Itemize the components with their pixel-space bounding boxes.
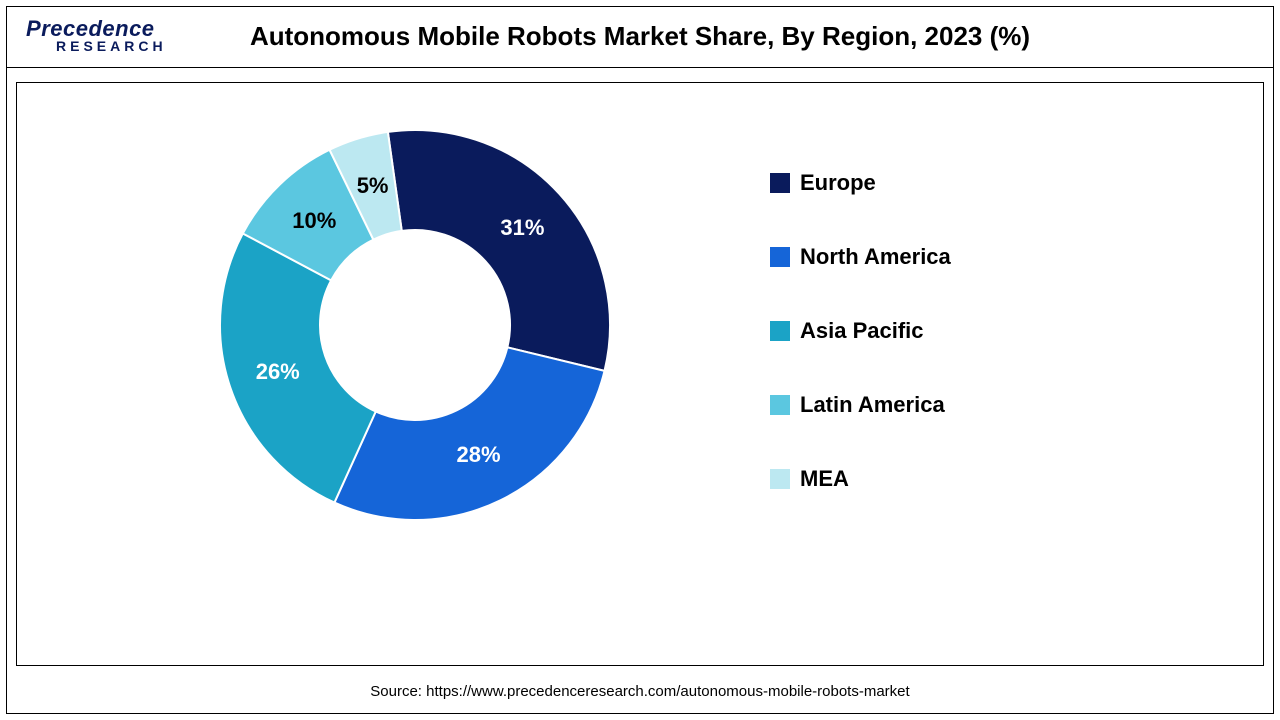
slice-label: 10% — [292, 208, 336, 234]
legend-label: Latin America — [800, 392, 945, 418]
legend-swatch — [770, 395, 790, 415]
legend-item: Europe — [770, 170, 951, 196]
legend-swatch — [770, 173, 790, 193]
legend-label: Europe — [800, 170, 876, 196]
legend: Europe North America Asia Pacific Latin Ame… — [770, 170, 951, 492]
slice-label: 31% — [500, 215, 544, 241]
donut-chart: 31% 28% 26% 10% 5% — [210, 120, 620, 530]
legend-item: North America — [770, 244, 951, 270]
legend-label: North America — [800, 244, 951, 270]
slice-label: 26% — [256, 359, 300, 385]
slice-label: 28% — [457, 442, 501, 468]
legend-label: MEA — [800, 466, 849, 492]
legend-label: Asia Pacific — [800, 318, 924, 344]
legend-item: MEA — [770, 466, 951, 492]
legend-swatch — [770, 469, 790, 489]
header: Precedence RESEARCH Autonomous Mobile Ro… — [6, 6, 1274, 68]
donut-hole — [320, 230, 510, 420]
source-text: Source: https://www.precedenceresearch.c… — [0, 683, 1280, 700]
legend-swatch — [770, 247, 790, 267]
legend-swatch — [770, 321, 790, 341]
slice-label: 5% — [357, 173, 389, 199]
donut-svg — [210, 120, 620, 530]
chart-panel — [16, 82, 1264, 666]
legend-item: Asia Pacific — [770, 318, 951, 344]
chart-title: Autonomous Mobile Robots Market Share, B… — [6, 21, 1274, 52]
legend-item: Latin America — [770, 392, 951, 418]
